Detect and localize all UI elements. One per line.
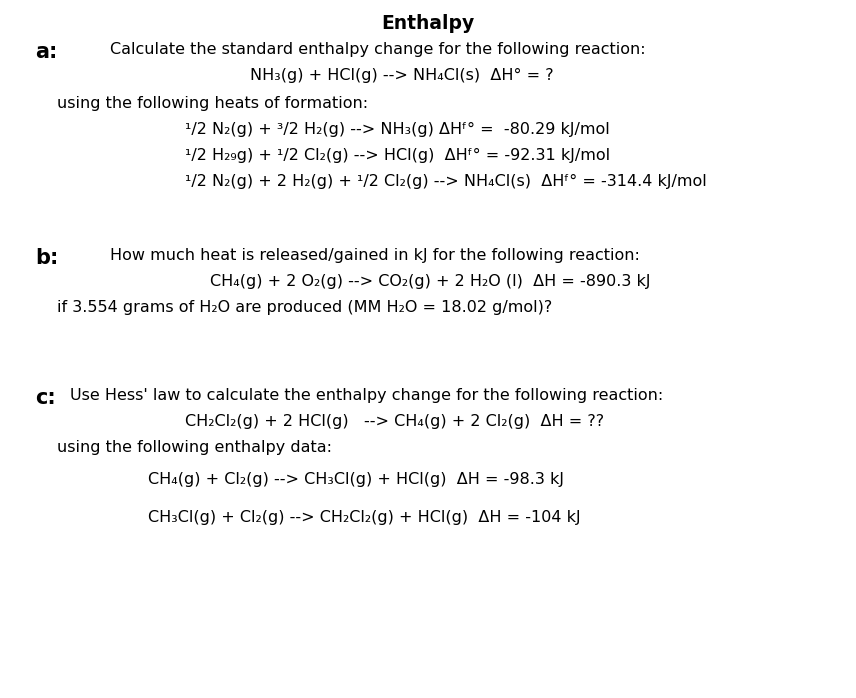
- Text: if 3.554 grams of H₂O are produced (MM H₂O = 18.02 g/mol)?: if 3.554 grams of H₂O are produced (MM H…: [57, 300, 552, 315]
- Text: a:: a:: [35, 42, 57, 62]
- Text: c:: c:: [35, 388, 56, 408]
- Text: using the following enthalpy data:: using the following enthalpy data:: [57, 440, 332, 455]
- Text: b:: b:: [35, 248, 58, 268]
- Text: CH₃Cl(g) + Cl₂(g) --> CH₂Cl₂(g) + HCl(g)  ΔH = -104 kJ: CH₃Cl(g) + Cl₂(g) --> CH₂Cl₂(g) + HCl(g)…: [148, 510, 580, 525]
- Text: using the following heats of formation:: using the following heats of formation:: [57, 96, 368, 111]
- Text: ¹/2 N₂(g) + ³/2 H₂(g) --> NH₃(g) ΔHᶠ° =  -80.29 kJ/mol: ¹/2 N₂(g) + ³/2 H₂(g) --> NH₃(g) ΔHᶠ° = …: [185, 122, 609, 137]
- Text: CH₄(g) + Cl₂(g) --> CH₃Cl(g) + HCl(g)  ΔH = -98.3 kJ: CH₄(g) + Cl₂(g) --> CH₃Cl(g) + HCl(g) ΔH…: [148, 472, 564, 487]
- Text: Calculate the standard enthalpy change for the following reaction:: Calculate the standard enthalpy change f…: [110, 42, 645, 57]
- Text: CH₂Cl₂(g) + 2 HCl(g)   --> CH₄(g) + 2 Cl₂(g)  ΔH = ??: CH₂Cl₂(g) + 2 HCl(g) --> CH₄(g) + 2 Cl₂(…: [185, 414, 604, 429]
- Text: CH₄(g) + 2 O₂(g) --> CO₂(g) + 2 H₂O (l)  ΔH = -890.3 kJ: CH₄(g) + 2 O₂(g) --> CO₂(g) + 2 H₂O (l) …: [210, 274, 651, 289]
- Text: Use Hess' law to calculate the enthalpy change for the following reaction:: Use Hess' law to calculate the enthalpy …: [70, 388, 663, 403]
- Text: NH₃(g) + HCl(g) --> NH₄Cl(s)  ΔH° = ?: NH₃(g) + HCl(g) --> NH₄Cl(s) ΔH° = ?: [250, 68, 554, 83]
- Text: Enthalpy: Enthalpy: [382, 14, 474, 33]
- Text: ¹/2 N₂(g) + 2 H₂(g) + ¹/2 Cl₂(g) --> NH₄Cl(s)  ΔHᶠ° = -314.4 kJ/mol: ¹/2 N₂(g) + 2 H₂(g) + ¹/2 Cl₂(g) --> NH₄…: [185, 174, 707, 189]
- Text: How much heat is released/gained in kJ for the following reaction:: How much heat is released/gained in kJ f…: [110, 248, 640, 263]
- Text: ¹/2 H₂₉g) + ¹/2 Cl₂(g) --> HCl(g)  ΔHᶠ° = -92.31 kJ/mol: ¹/2 H₂₉g) + ¹/2 Cl₂(g) --> HCl(g) ΔHᶠ° =…: [185, 148, 610, 163]
